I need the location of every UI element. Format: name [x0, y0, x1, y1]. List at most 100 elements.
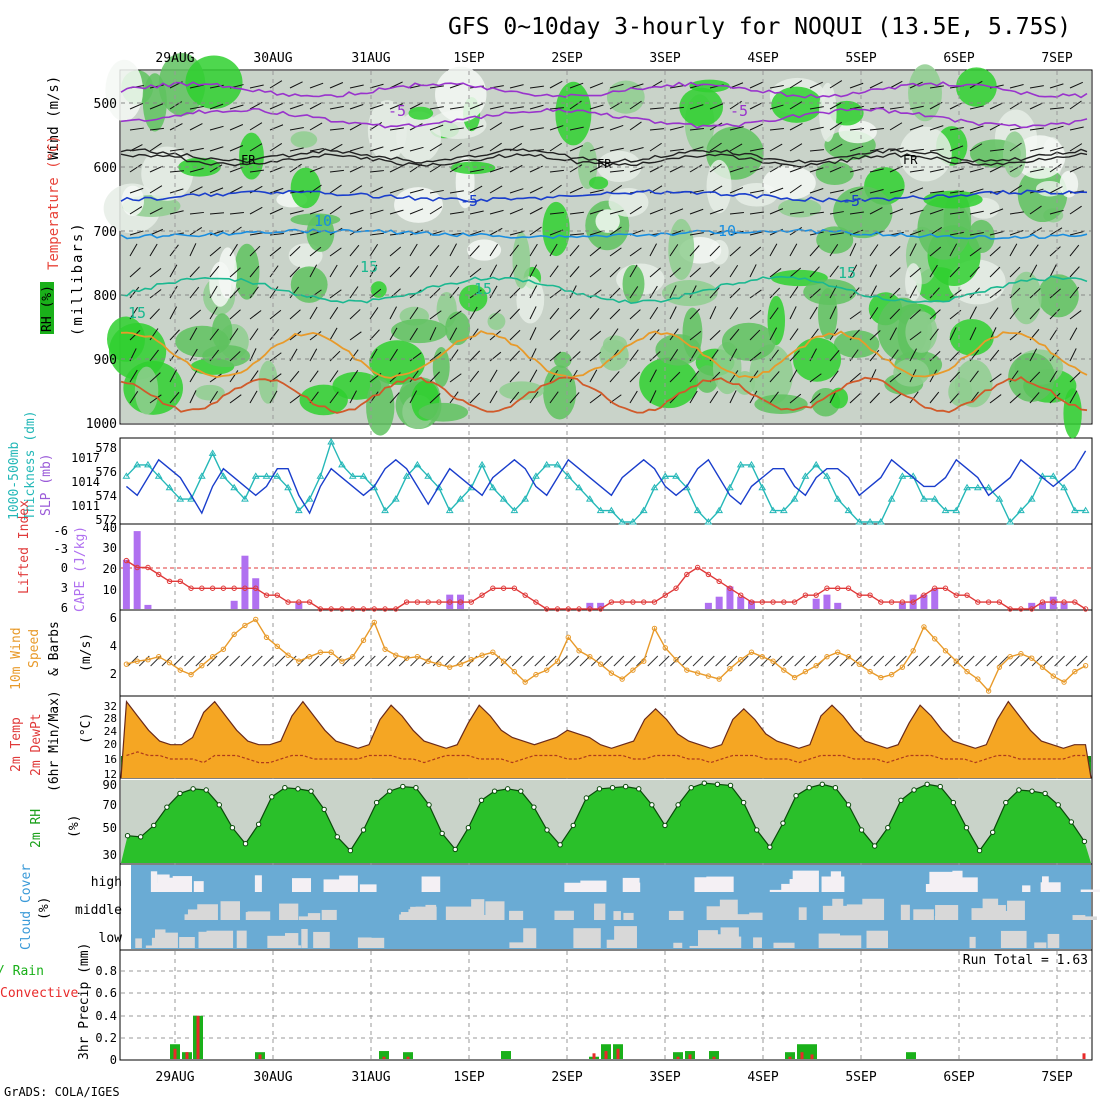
tick-2: 2: [110, 667, 117, 681]
wind10-barb: [579, 655, 591, 667]
wind10-ticks: 6 4 2: [110, 611, 117, 681]
cloud-block: [623, 912, 634, 920]
wind-barb: [649, 267, 661, 278]
thickness-point: [812, 460, 821, 468]
wind-barb: [1009, 307, 1019, 320]
panel-upper-air-frame: [119, 69, 1093, 425]
wind10-point: [587, 654, 593, 660]
lifted-index-point: [156, 571, 162, 578]
cloud-block: [410, 906, 422, 920]
wind-barb: [809, 126, 824, 131]
isotherm-25: [120, 376, 1088, 414]
wind-barb: [589, 104, 604, 110]
wind-barb: [909, 243, 917, 257]
wind-barb: [449, 373, 462, 383]
wind10-barb: [511, 655, 523, 667]
precip-convective-bar: [616, 1048, 620, 1059]
wind-barb: [889, 372, 902, 383]
rh2m-point: [229, 825, 236, 831]
thickness-point: [424, 472, 433, 479]
date-label-bottom: 7SEP: [1041, 1070, 1072, 1085]
wind-barb: [429, 264, 439, 278]
wind-barb: [789, 80, 803, 89]
lifted-index-point: [641, 599, 647, 605]
wind-barb: [829, 285, 838, 299]
wind-barb: [829, 232, 844, 236]
wind-barb: [389, 81, 403, 89]
wind-barb: [549, 243, 558, 257]
wind10-barb: [726, 655, 738, 667]
rh2m-point: [203, 787, 209, 793]
wind-barb: [189, 123, 203, 131]
wind10-point: [565, 634, 571, 641]
wind-barb: [169, 188, 184, 194]
wind-barb: [609, 83, 624, 89]
cape-bar: [1060, 602, 1068, 609]
wind-barb: [789, 350, 800, 362]
wind-barb: [489, 105, 504, 110]
rh-axis-label: RH (%): [40, 285, 55, 332]
lifted-index-point: [716, 578, 722, 585]
date-label-bottom: 30AUG: [253, 1070, 292, 1085]
cloud-block: [154, 929, 166, 948]
wind-barb: [949, 102, 963, 110]
wind-barb: [149, 308, 160, 320]
wind-barb: [229, 211, 244, 215]
wind-barb: [829, 265, 839, 278]
cape-bar: [726, 586, 734, 609]
rh-shade-patch: [142, 73, 167, 132]
wind10-point: [705, 673, 712, 679]
cloud-block: [523, 928, 537, 948]
wind10-point: [253, 616, 259, 623]
thickness-point: [704, 518, 713, 525]
cloud-block: [197, 904, 218, 920]
wind10-point: [242, 622, 248, 629]
lifted-index-point: [350, 606, 356, 612]
rh2m-point: [819, 781, 825, 787]
wind-barb: [1009, 184, 1023, 194]
wind-barb: [309, 306, 318, 320]
rh-shade-patch: [487, 312, 506, 331]
wind-barb: [269, 286, 279, 299]
wind10-point: [630, 667, 636, 673]
rh-shade-patch: [596, 150, 642, 183]
wind-barb: [849, 264, 858, 278]
date-label-bottom: 29AUG: [155, 1070, 194, 1085]
rh-shade-patch: [211, 313, 233, 350]
lifted-index-point: [220, 585, 227, 591]
wind-barb: [829, 211, 844, 215]
wind10-point: [975, 676, 981, 682]
rh2m-point: [688, 785, 694, 791]
wind-barb: [289, 210, 304, 215]
wind-barb: [269, 309, 282, 320]
wind-barb: [1049, 227, 1063, 236]
precip-convective-bar: [810, 1054, 814, 1059]
rh2m-point: [255, 821, 262, 827]
wind-barb: [269, 124, 284, 131]
wind10-barb: [963, 655, 975, 667]
rh-shade-patch: [721, 322, 776, 361]
wind-barb: [709, 103, 724, 110]
rh2m-point: [242, 841, 249, 847]
wind-barb: [749, 102, 763, 110]
thickness-point: [920, 495, 928, 502]
wind-barb: [169, 264, 178, 278]
thickness-point: [726, 483, 734, 491]
rh-shade-patch: [815, 161, 854, 185]
wind-barb: [549, 125, 564, 131]
tick-cape: 10: [103, 583, 117, 597]
wind-barb: [209, 187, 224, 194]
wind-barb: [149, 243, 158, 257]
wind-barb: [1009, 287, 1021, 299]
wind-barb: [689, 232, 704, 236]
wind-barb: [189, 105, 204, 110]
rh-shade-patch: [499, 381, 545, 401]
cloud-block: [935, 905, 959, 920]
wind-barb: [589, 394, 602, 404]
wind-barb: [809, 167, 824, 173]
precip-total-bar: [673, 1052, 683, 1059]
wind10-barb: [771, 655, 783, 667]
wind-barb: [629, 390, 638, 404]
wind-barb: [689, 104, 704, 110]
rh-shade-patch: [1063, 388, 1082, 439]
